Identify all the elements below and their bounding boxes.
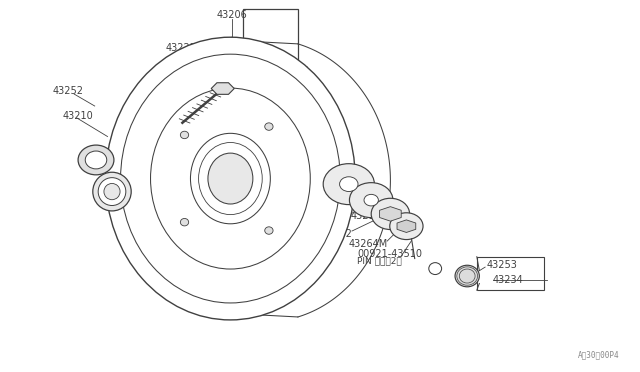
Text: 43206: 43206 — [216, 10, 247, 20]
Text: 00921-43510: 00921-43510 — [357, 249, 422, 259]
Ellipse shape — [106, 37, 355, 320]
Text: A・30⁄00P4: A・30⁄00P4 — [578, 350, 620, 359]
Ellipse shape — [401, 222, 412, 230]
Polygon shape — [243, 9, 298, 68]
Text: 43253: 43253 — [486, 260, 517, 270]
Ellipse shape — [349, 183, 393, 218]
Ellipse shape — [85, 151, 107, 169]
Ellipse shape — [208, 153, 253, 204]
Text: 43252: 43252 — [52, 86, 83, 96]
Ellipse shape — [364, 194, 378, 206]
Ellipse shape — [265, 227, 273, 234]
Text: 43264M: 43264M — [349, 239, 388, 248]
Text: 43215: 43215 — [350, 211, 381, 221]
Ellipse shape — [78, 145, 114, 175]
Ellipse shape — [180, 218, 189, 226]
Ellipse shape — [455, 265, 479, 287]
Text: 43262: 43262 — [322, 229, 353, 238]
Ellipse shape — [390, 213, 423, 240]
Ellipse shape — [104, 183, 120, 200]
Ellipse shape — [340, 177, 358, 192]
Ellipse shape — [180, 131, 189, 139]
Ellipse shape — [323, 164, 374, 205]
Ellipse shape — [371, 198, 410, 230]
Ellipse shape — [265, 123, 273, 130]
Text: 43222: 43222 — [165, 44, 196, 53]
Bar — [477, 257, 544, 290]
Ellipse shape — [98, 178, 126, 205]
Text: 43210: 43210 — [63, 111, 93, 121]
Text: 43234: 43234 — [493, 275, 524, 285]
Text: 43264: 43264 — [312, 218, 342, 228]
Ellipse shape — [385, 209, 396, 219]
Text: PIN ピン（2）: PIN ピン（2） — [357, 257, 402, 266]
Ellipse shape — [93, 172, 131, 211]
